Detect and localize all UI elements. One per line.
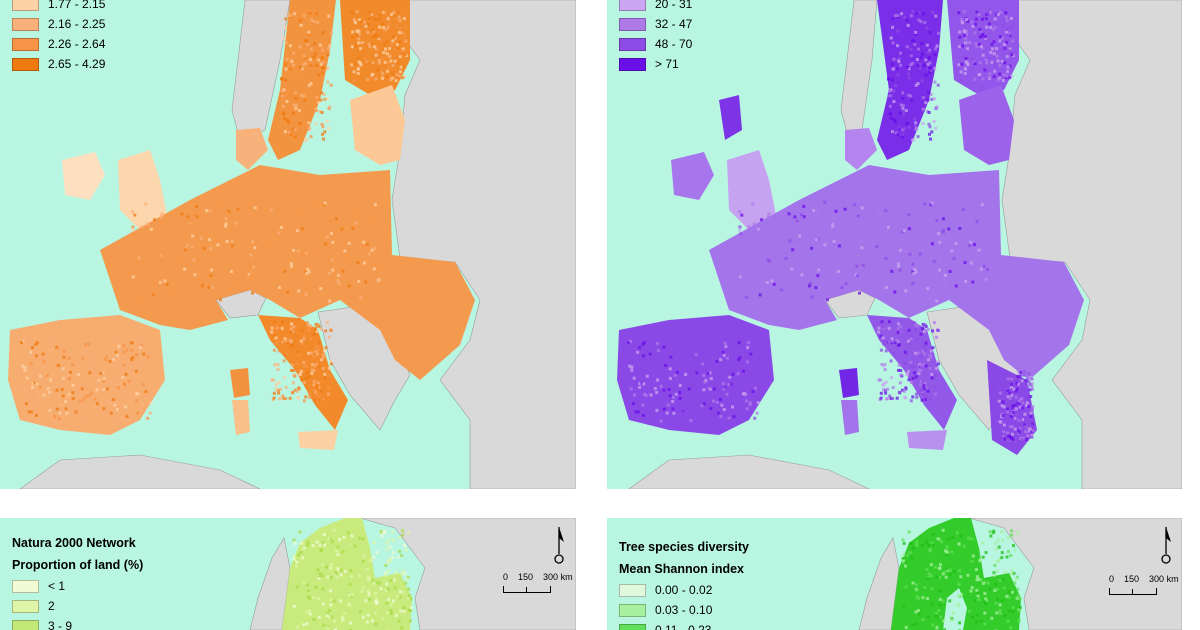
scale-label-0: 0	[503, 572, 509, 582]
legend-item: 32 - 47	[619, 14, 692, 34]
non-study-land-africa	[628, 454, 870, 489]
non-study-land-norway	[858, 537, 900, 630]
legend-swatch	[619, 17, 646, 31]
north-arrow-icon	[554, 527, 564, 564]
legend-swatch	[12, 619, 39, 630]
legend-label: > 71	[655, 57, 679, 71]
legend-swatch	[619, 57, 646, 71]
map-panel-bottom-right: Tree species diversity Mean Shannon inde…	[607, 518, 1182, 630]
legend-swatch	[619, 37, 646, 51]
legend-swatch	[12, 17, 39, 31]
legend-item: 2.16 - 2.25	[12, 14, 105, 34]
legend-title: Natura 2000 Network	[12, 536, 136, 550]
legend-label: 32 - 47	[655, 17, 693, 31]
map-panel-bottom-left: Natura 2000 Network Proportion of land (…	[0, 518, 576, 630]
legend-item: 0.11 - 0.23	[619, 620, 749, 630]
speckle-texture	[292, 528, 413, 630]
non-study-land	[359, 518, 576, 630]
scale-label-150: 150	[518, 572, 534, 582]
map-panel-top-left: 1.77 - 2.15 2.16 - 2.25 2.26 - 2.64 2.65 - …	[0, 0, 576, 489]
legend-item: 2.65 - 4.29	[12, 54, 105, 74]
scale-bar: 0 150 300 km	[1109, 574, 1179, 595]
legend-item: 48 - 70	[619, 34, 692, 54]
legend-label: 2.65 - 4.29	[48, 57, 106, 71]
legend-swatch	[12, 0, 39, 11]
legend-item: 3 - 9	[12, 616, 143, 630]
baltic-sea	[943, 588, 967, 630]
legend-swatch	[619, 583, 646, 597]
legend-swatch	[12, 599, 39, 613]
legend-label: 48 - 70	[655, 37, 693, 51]
legend-swatch	[619, 0, 646, 11]
legend-item: 0.03 - 0.10	[619, 600, 749, 620]
legend-label: 2.16 - 2.25	[48, 17, 106, 31]
legend-swatch	[619, 623, 646, 630]
legend-item: > 71	[619, 54, 692, 74]
legend-item: 1.77 - 2.15	[12, 0, 105, 14]
legend-item: 2	[12, 596, 143, 616]
north-arrow-icon	[1161, 527, 1171, 564]
non-study-land-norway	[840, 0, 878, 141]
legend: Natura 2000 Network Proportion of land (…	[12, 536, 143, 630]
speckle-texture	[20, 10, 408, 423]
scale-bar: 0 150 300 km	[503, 572, 573, 593]
legend-label: 20 - 31	[655, 0, 693, 11]
legend-item: 0.00 - 0.02	[619, 580, 749, 600]
legend-label: 0.00 - 0.02	[655, 583, 713, 597]
legend: Tree species diversity Mean Shannon inde…	[619, 540, 749, 630]
legend-swatch	[619, 603, 646, 617]
legend-label: 0.03 - 0.10	[655, 603, 713, 617]
legend-item: < 1	[12, 576, 143, 596]
legend-subtitle: Mean Shannon index	[619, 562, 745, 576]
legend-item: 20 - 31	[619, 0, 692, 14]
scale-label-300: 300 km	[543, 572, 573, 582]
legend: 20 - 31 32 - 47 48 - 70 > 71	[619, 0, 692, 74]
legend-subtitle: Proportion of land (%)	[12, 558, 144, 572]
legend-swatch	[12, 57, 39, 71]
non-study-land-africa	[19, 454, 261, 489]
non-study-land-norway	[249, 537, 291, 630]
legend-title: Tree species diversity	[619, 540, 749, 554]
europe-map-orange	[8, 0, 576, 489]
scale-bar-graphic	[503, 586, 551, 593]
legend-label: 2.26 - 2.64	[48, 37, 106, 51]
scale-bar-graphic	[1109, 588, 1157, 595]
non-study-land-east	[391, 0, 576, 489]
legend: 1.77 - 2.15 2.16 - 2.25 2.26 - 2.64 2.65 - …	[12, 0, 105, 74]
legend-label: < 1	[48, 579, 66, 593]
scale-label-0: 0	[1109, 574, 1115, 584]
map-panel-top-right: 20 - 31 32 - 47 48 - 70 > 71	[607, 0, 1182, 489]
legend-label: 3 - 9	[48, 619, 73, 630]
scale-label-300: 300 km	[1149, 574, 1179, 584]
non-study-land	[968, 518, 1182, 630]
europe-map-green-light	[249, 518, 576, 630]
legend-item: 2.26 - 2.64	[12, 34, 105, 54]
scale-label-150: 150	[1124, 574, 1140, 584]
legend-swatch	[12, 37, 39, 51]
europe-map-purple	[617, 0, 1182, 489]
speckle-texture	[901, 528, 1022, 630]
legend-swatch	[12, 579, 39, 593]
non-study-land-east	[1001, 0, 1182, 489]
europe-map-green	[858, 518, 1182, 630]
legend-label: 2	[48, 599, 55, 613]
speckle-texture	[627, 10, 1035, 442]
legend-label: 0.11 - 0.23	[655, 623, 712, 630]
legend-label: 1.77 - 2.15	[48, 0, 106, 11]
